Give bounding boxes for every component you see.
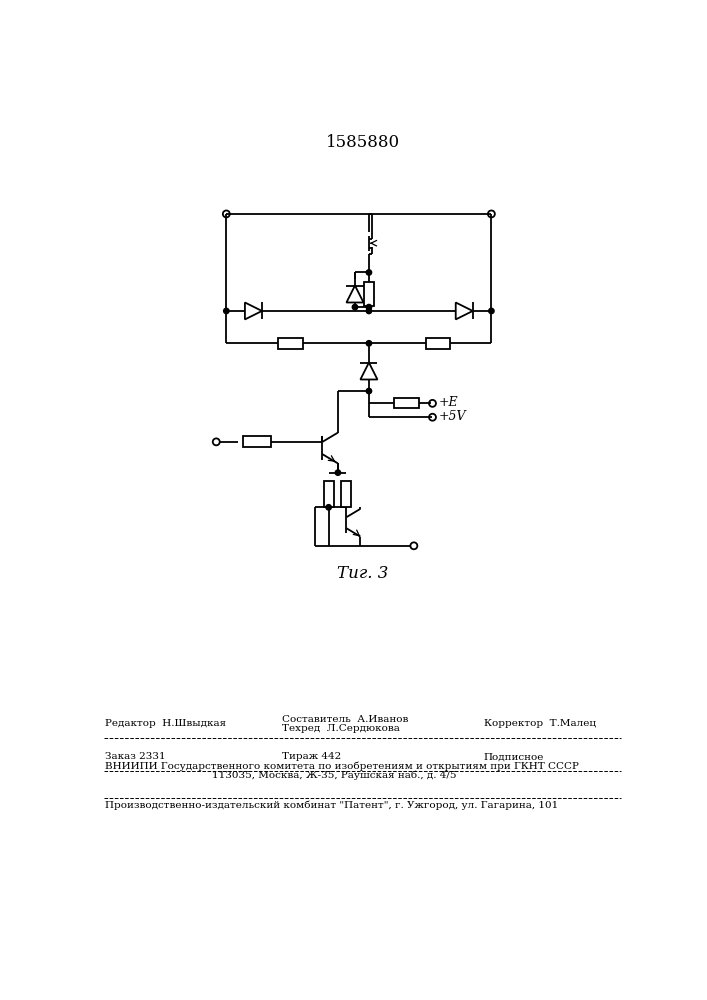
Circle shape: [335, 470, 341, 475]
Bar: [363, 282, 374, 306]
Circle shape: [366, 388, 372, 394]
Text: 113035, Москва, Ж-35, Раушская наб., д. 4/5: 113035, Москва, Ж-35, Раушская наб., д. …: [212, 771, 457, 780]
Text: 1585880: 1585880: [326, 134, 399, 151]
Polygon shape: [245, 302, 262, 319]
Polygon shape: [346, 286, 363, 302]
Text: Заказ 2331: Заказ 2331: [105, 752, 166, 761]
Text: Τиг. 3: Τиг. 3: [337, 565, 388, 582]
Circle shape: [366, 341, 372, 346]
Bar: [394, 398, 419, 408]
Bar: [243, 436, 271, 447]
Text: Редактор  Н.Швыдкая: Редактор Н.Швыдкая: [105, 719, 226, 728]
Text: Производственно-издательский комбинат "Патент", г. Ужгород, ул. Гагарина, 101: Производственно-издательский комбинат "П…: [105, 801, 559, 810]
Text: Составитель  А.Иванов: Составитель А.Иванов: [282, 715, 409, 724]
Text: Подписное: Подписное: [484, 752, 544, 761]
Text: +E: +E: [438, 396, 458, 409]
Text: Корректор  Т.Малец: Корректор Т.Малец: [484, 719, 596, 728]
Polygon shape: [361, 363, 378, 379]
Bar: [341, 481, 351, 507]
Bar: [324, 481, 334, 507]
Circle shape: [366, 308, 372, 314]
Circle shape: [223, 308, 229, 314]
Bar: [426, 338, 450, 349]
Circle shape: [366, 304, 372, 310]
Text: Тираж 442: Тираж 442: [282, 752, 341, 761]
Text: ВНИИПИ Государственного комитета по изобретениям и открытиям при ГКНТ СССР: ВНИИПИ Государственного комитета по изоб…: [105, 761, 579, 771]
Circle shape: [489, 308, 494, 314]
Circle shape: [352, 304, 358, 310]
Text: Техред  Л.Сердюкова: Техред Л.Сердюкова: [282, 724, 400, 733]
Circle shape: [366, 270, 372, 275]
Circle shape: [326, 505, 332, 510]
Text: +5V: +5V: [438, 410, 466, 423]
Polygon shape: [456, 302, 473, 319]
Bar: [279, 338, 303, 349]
